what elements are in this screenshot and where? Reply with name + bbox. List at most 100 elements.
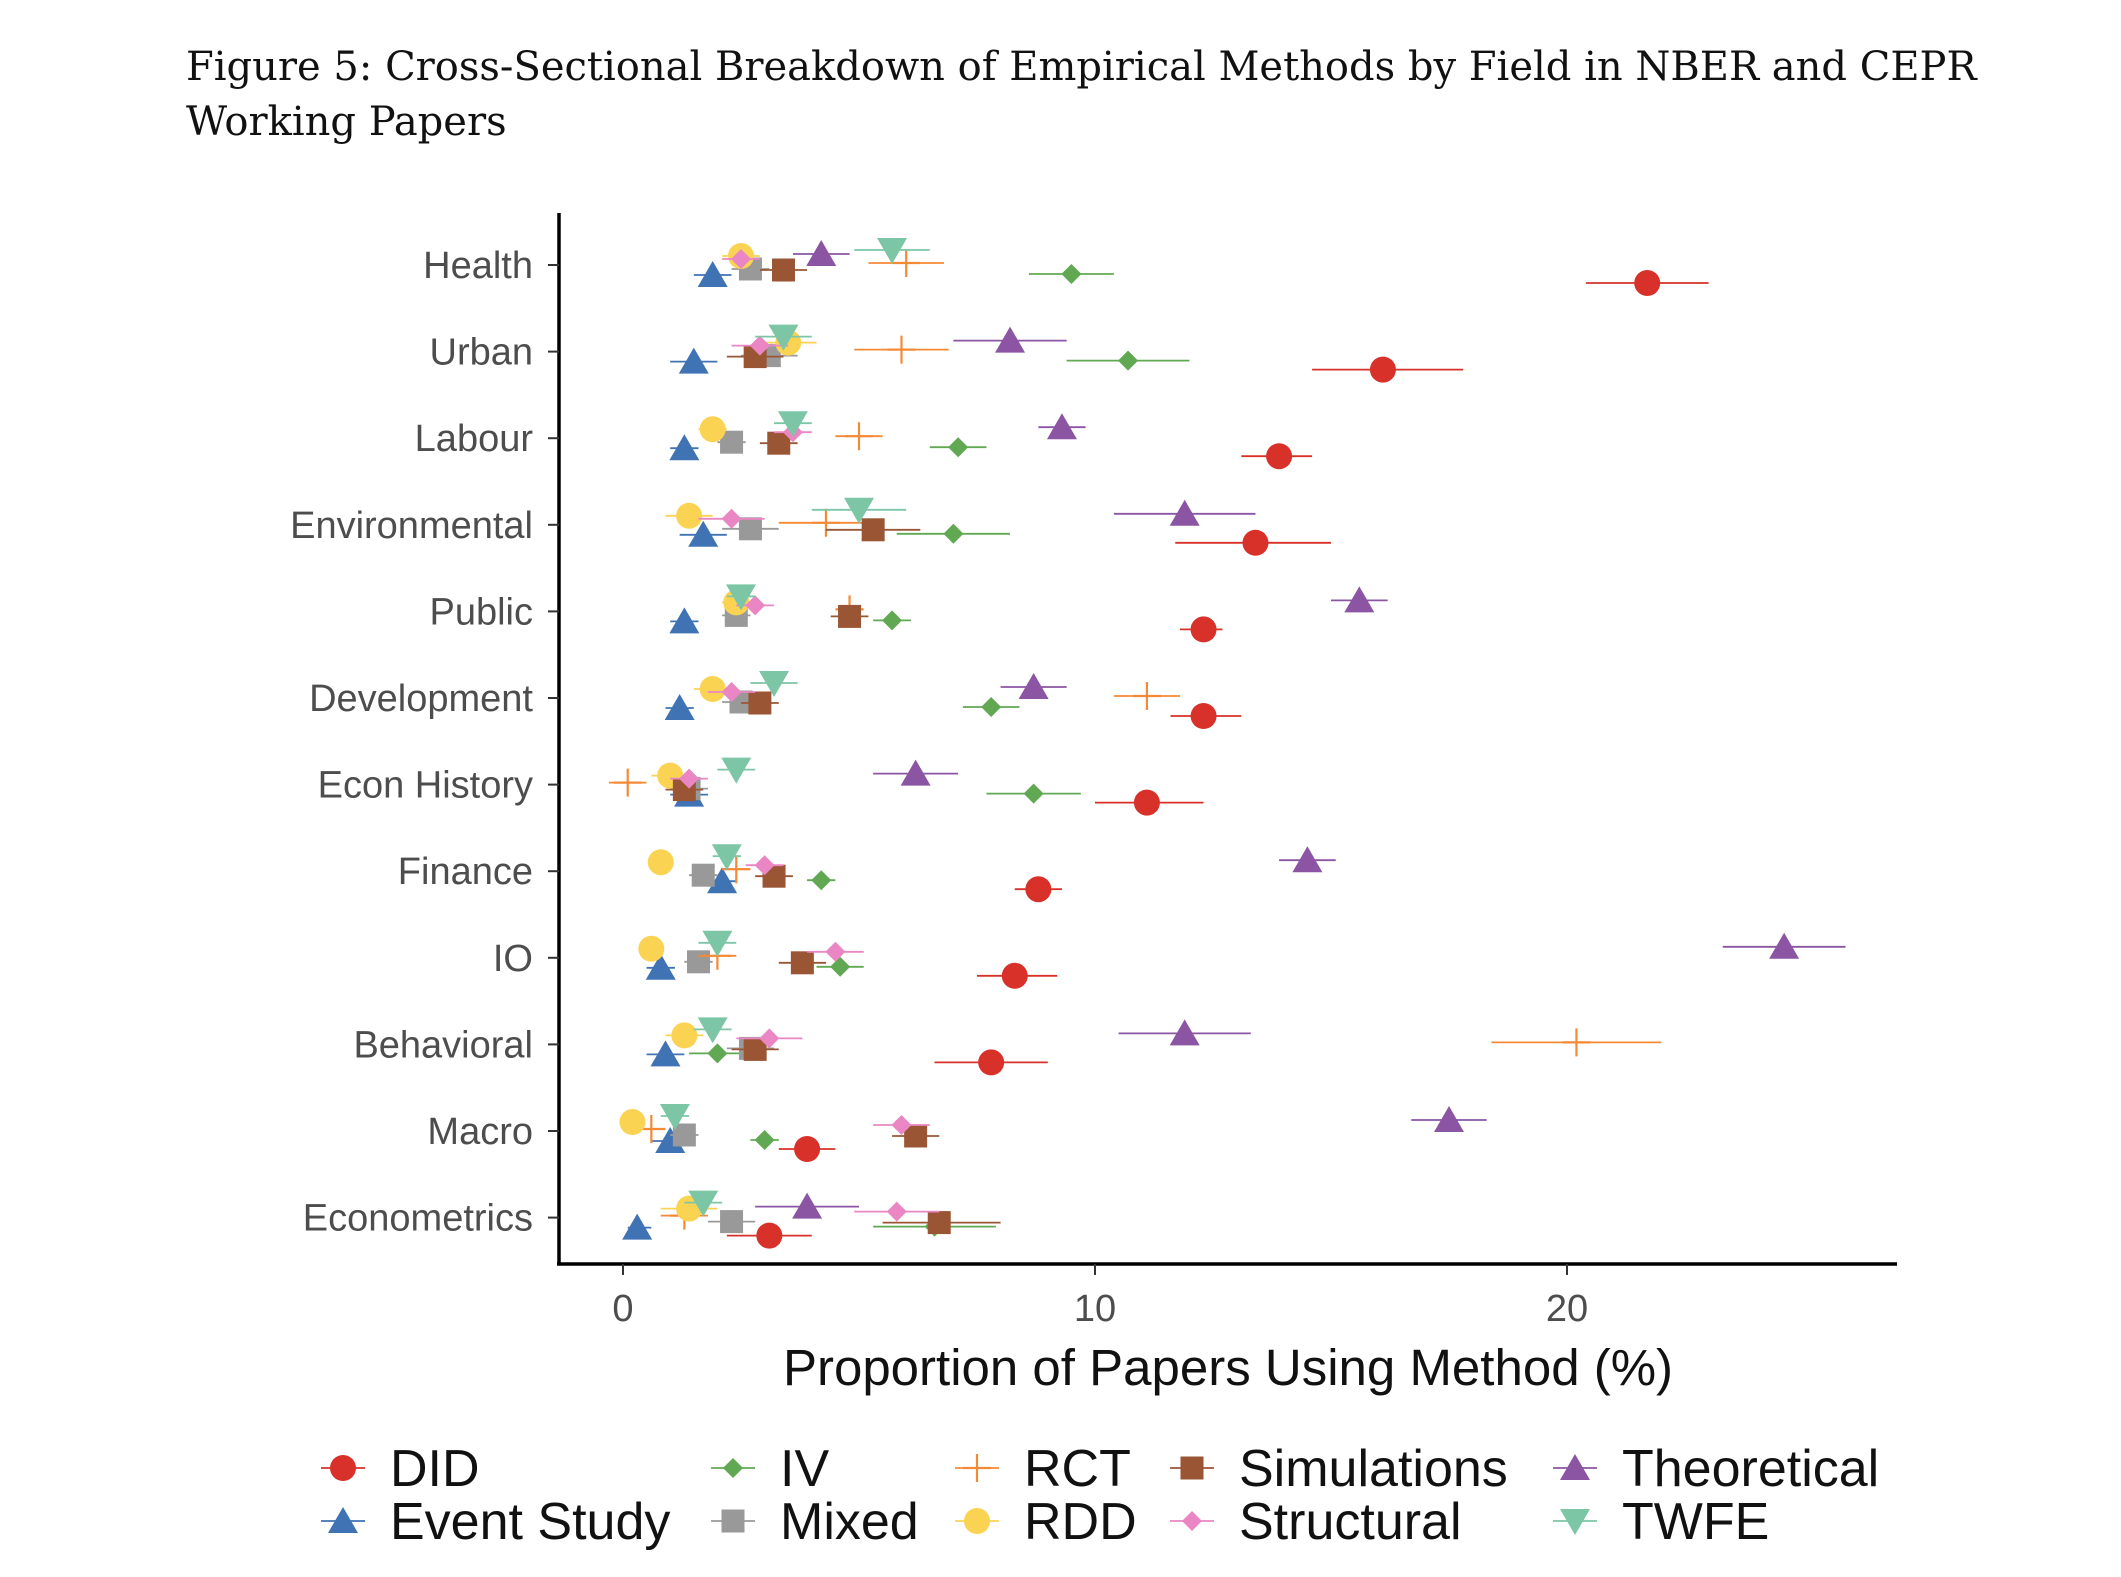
- legend-key: [963, 1454, 991, 1482]
- data-point: [1001, 962, 1028, 989]
- data-point: [749, 335, 770, 356]
- series-simulations: [665, 258, 1001, 1235]
- data-point: [743, 1037, 767, 1061]
- data-point: [650, 1040, 681, 1067]
- data-point: [1190, 703, 1217, 729]
- data-point: [1169, 1019, 1200, 1046]
- data-point: [676, 502, 703, 529]
- data-point: [1133, 789, 1160, 816]
- data-point: [838, 604, 862, 628]
- data-point: [1118, 350, 1139, 371]
- data-point: [721, 508, 742, 529]
- legend-item: Theoretical: [1553, 1440, 1879, 1498]
- data-point: [721, 682, 742, 702]
- y-tick-label: Macro: [427, 1111, 533, 1153]
- data-point: [645, 953, 676, 980]
- legend-key: [1560, 1509, 1590, 1535]
- data-point: [659, 1104, 690, 1130]
- data-point: [904, 1124, 928, 1148]
- y-tick-label: IO: [493, 938, 533, 980]
- data-point: [679, 768, 700, 789]
- data-point: [754, 855, 775, 876]
- data-point: [664, 694, 695, 720]
- legend-label: Simulations: [1239, 1440, 1508, 1498]
- x-axis: 0 10 20: [612, 1264, 1588, 1330]
- data-point: [768, 324, 799, 351]
- data-point: [721, 757, 752, 784]
- data-point: [720, 430, 744, 454]
- data-point: [891, 1115, 912, 1135]
- data-point: [638, 935, 665, 962]
- data-point: [1769, 932, 1800, 959]
- data-point: [1132, 682, 1161, 710]
- series-mixed: [670, 257, 798, 1234]
- data-point: [794, 1136, 821, 1162]
- data-point: [790, 951, 814, 975]
- data-point: [1369, 356, 1396, 383]
- y-tick-label: Econ History: [318, 765, 533, 807]
- y-tick-label: Environmental: [290, 505, 533, 547]
- data-point: [738, 517, 762, 541]
- legend-item: Mixed: [711, 1493, 919, 1551]
- legend-label: Theoretical: [1622, 1440, 1879, 1498]
- legend-key: [964, 1508, 990, 1534]
- data-point: [1190, 616, 1217, 643]
- data-point: [699, 676, 726, 702]
- data-point: [767, 431, 791, 455]
- legend-key: [1182, 1511, 1202, 1531]
- data-point: [844, 497, 874, 524]
- data-point: [811, 870, 832, 891]
- data-point: [861, 518, 885, 542]
- legend-label: Event Study: [390, 1493, 670, 1551]
- data-point: [619, 1109, 646, 1135]
- data-point: [882, 610, 903, 631]
- legend-key: [721, 1509, 745, 1533]
- data-point: [1344, 586, 1375, 613]
- series-iv: [689, 264, 1190, 1237]
- data-point: [613, 768, 642, 797]
- data-point: [688, 1190, 719, 1217]
- data-point: [825, 941, 846, 962]
- x-tick-label: 0: [612, 1288, 633, 1330]
- data-point: [887, 335, 916, 364]
- data-point: [707, 1043, 728, 1064]
- data-point: [726, 584, 756, 611]
- legend-item: Structural: [1170, 1493, 1462, 1551]
- y-tick-label: Finance: [398, 851, 533, 893]
- data-point: [1169, 499, 1200, 526]
- data-point: [720, 1210, 744, 1234]
- legend-key: [1560, 1454, 1590, 1480]
- data-point: [886, 1201, 907, 1222]
- data-point: [1023, 783, 1044, 804]
- y-tick-label: Development: [309, 678, 533, 720]
- series-event-study: [622, 261, 738, 1240]
- legend-key: [328, 1507, 358, 1533]
- x-tick-label: 20: [1546, 1288, 1588, 1330]
- data-point: [943, 523, 964, 544]
- data-point: [806, 240, 837, 266]
- data-point: [1018, 673, 1049, 699]
- data-point: [669, 607, 700, 634]
- data-point: [927, 1211, 951, 1235]
- data-point: [745, 595, 766, 616]
- data-point: [1562, 1028, 1591, 1057]
- data-point: [877, 238, 908, 264]
- legend-label: IV: [780, 1440, 829, 1498]
- legend-item: IV: [711, 1440, 829, 1498]
- data-point: [1266, 443, 1293, 470]
- legend-item: Event Study: [321, 1493, 670, 1551]
- legend-item: DID: [321, 1440, 480, 1498]
- data-point: [981, 697, 1002, 717]
- legend-item: RDD: [955, 1493, 1137, 1551]
- chart-marks: [608, 238, 1846, 1249]
- data-point: [1242, 529, 1269, 556]
- data-point: [845, 422, 873, 451]
- data-point: [756, 1222, 783, 1249]
- legend-item: Simulations: [1170, 1440, 1508, 1498]
- y-tick-label: Labour: [415, 418, 534, 460]
- data-point: [691, 863, 715, 887]
- legend-item: RCT: [955, 1440, 1131, 1498]
- data-point: [995, 326, 1026, 353]
